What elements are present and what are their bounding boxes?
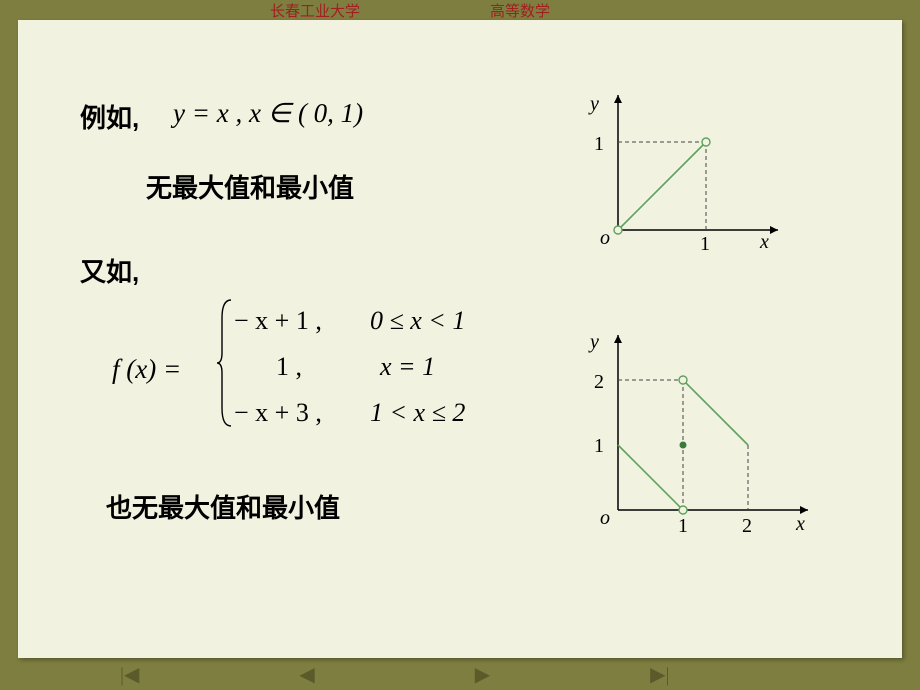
- nav-first-icon[interactable]: |◀: [120, 662, 139, 686]
- example1-conclusion: 无最大值和最小值: [146, 168, 354, 205]
- chart2-ytick1: 1: [594, 435, 604, 457]
- header-right: 高等数学: [490, 0, 550, 20]
- chart1-y-label: y: [588, 93, 599, 115]
- pw-row2-expr: 1 ,: [276, 352, 302, 382]
- example1-label: 例如,: [80, 98, 139, 135]
- example2-conclusion: 也无最大值和最小值: [106, 488, 340, 525]
- chart1-ytick: 1: [594, 133, 604, 155]
- brace-icon: [216, 298, 236, 428]
- header: 长春工业大学 高等数学: [0, 0, 920, 20]
- example1-formula: y = x , x ∈ ( 0, 1): [173, 98, 363, 129]
- nav-prev-icon[interactable]: ◀: [299, 662, 314, 686]
- header-left: 长春工业大学: [270, 0, 360, 20]
- chart2-x-label: x: [795, 513, 805, 535]
- chart1: y x o 1 1: [548, 80, 798, 250]
- chart2: y x o 2 1 1 2: [548, 320, 838, 540]
- pw-row1-cond: 0 ≤ x < 1: [370, 306, 465, 336]
- pw-row3-cond: 1 < x ≤ 2: [370, 398, 465, 428]
- pw-row1-expr: − x + 1 ,: [234, 306, 322, 336]
- pw-row3-expr: − x + 3 ,: [234, 398, 322, 428]
- chart1-origin: o: [600, 227, 610, 249]
- nav-next-icon[interactable]: ▶: [475, 662, 490, 686]
- nav-last-icon[interactable]: ▶|: [650, 662, 669, 686]
- chart2-xtick1: 1: [678, 515, 688, 537]
- chart1-xtick: 1: [700, 233, 710, 250]
- chart2-xtick2: 2: [742, 515, 752, 537]
- nav-bar: |◀ ◀ ▶ ▶|: [0, 662, 920, 686]
- chart2-y-label: y: [588, 331, 599, 353]
- pw-row2-cond: x = 1: [380, 352, 435, 382]
- chart2-origin: o: [600, 507, 610, 529]
- piecewise-lhs: f (x) =: [112, 354, 181, 385]
- slide-content: 例如, y = x , x ∈ ( 0, 1) 无最大值和最小值 又如, f (…: [18, 20, 902, 658]
- chart2-ytick2: 2: [594, 371, 604, 393]
- chart1-x-label: x: [759, 231, 769, 250]
- example2-label: 又如,: [80, 252, 139, 289]
